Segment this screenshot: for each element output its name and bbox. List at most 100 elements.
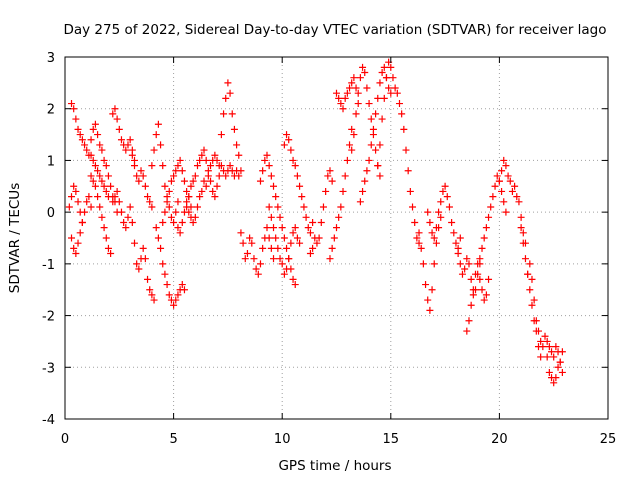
data-point <box>226 162 234 170</box>
data-point <box>94 167 102 175</box>
data-point <box>198 151 206 159</box>
data-point <box>131 162 139 170</box>
data-point <box>241 255 249 263</box>
data-point <box>500 198 508 206</box>
data-point <box>428 229 436 237</box>
data-point <box>387 89 395 97</box>
data-point <box>124 213 132 221</box>
data-point <box>322 187 330 195</box>
data-point <box>70 244 78 252</box>
data-point <box>315 234 323 242</box>
data-point <box>272 193 280 201</box>
data-point <box>141 182 149 190</box>
data-point <box>482 224 490 232</box>
data-point <box>85 193 93 201</box>
data-point <box>545 368 553 376</box>
data-point <box>506 177 514 185</box>
data-point <box>174 224 182 232</box>
data-point <box>317 218 325 226</box>
data-point <box>485 275 493 283</box>
data-point <box>326 255 334 263</box>
data-point <box>270 224 278 232</box>
x-tick-label: 25 <box>600 432 617 447</box>
data-point <box>113 115 121 123</box>
data-point <box>270 182 278 190</box>
data-point <box>378 69 386 77</box>
data-point <box>87 151 95 159</box>
data-point <box>276 213 284 221</box>
data-point <box>426 218 434 226</box>
data-point <box>456 260 464 268</box>
data-point <box>200 146 208 154</box>
data-point <box>187 182 195 190</box>
data-point <box>78 136 86 144</box>
data-point <box>469 286 477 294</box>
data-point <box>550 353 558 361</box>
data-point <box>291 281 299 289</box>
data-point <box>157 141 165 149</box>
data-point <box>89 177 97 185</box>
data-point <box>274 244 282 252</box>
y-tick-label: -3 <box>42 361 55 376</box>
data-point <box>537 353 545 361</box>
data-point <box>265 234 273 242</box>
data-point <box>78 218 86 226</box>
data-point <box>289 275 297 283</box>
data-point <box>224 79 232 87</box>
data-point <box>339 105 347 113</box>
data-point <box>104 244 112 252</box>
x-axis-label: GPS time / hours <box>278 458 391 474</box>
data-point <box>289 156 297 164</box>
axes-layer: 0 5 10 15 20 25 -4 -3 -2 -1 0 1 2 3 <box>42 51 616 447</box>
data-point <box>213 156 221 164</box>
y-tick-label: 2 <box>47 103 55 118</box>
data-point <box>276 255 284 263</box>
data-point <box>159 162 167 170</box>
data-point <box>413 234 421 242</box>
data-point <box>117 136 125 144</box>
data-point <box>163 198 171 206</box>
data-point <box>148 162 156 170</box>
data-point <box>68 234 76 242</box>
data-point <box>519 229 527 237</box>
data-point <box>558 368 566 376</box>
data-point <box>68 193 76 201</box>
data-point <box>491 182 499 190</box>
data-point <box>157 244 165 252</box>
data-point <box>233 141 241 149</box>
data-point <box>300 203 308 211</box>
data-point <box>378 115 386 123</box>
data-point <box>180 177 188 185</box>
data-point <box>278 224 286 232</box>
data-point <box>437 198 445 206</box>
data-point <box>87 203 95 211</box>
data-point <box>94 193 102 201</box>
data-point <box>324 172 332 180</box>
data-point <box>424 208 432 216</box>
data-point <box>376 79 384 87</box>
data-point <box>393 89 401 97</box>
data-point <box>391 84 399 92</box>
data-point <box>200 177 208 185</box>
data-point <box>343 89 351 97</box>
data-point <box>237 167 245 175</box>
data-point <box>133 260 141 268</box>
data-point <box>265 203 273 211</box>
data-point <box>228 110 236 118</box>
data-point <box>417 244 425 252</box>
data-point <box>180 286 188 294</box>
data-point <box>556 358 564 366</box>
data-point <box>530 296 538 304</box>
data-point <box>170 172 178 180</box>
data-point <box>339 187 347 195</box>
data-point <box>170 301 178 309</box>
data-point <box>146 198 154 206</box>
data-point <box>380 63 388 71</box>
data-point <box>139 244 147 252</box>
data-point <box>285 255 293 263</box>
data-point <box>554 363 562 371</box>
data-point <box>467 301 475 309</box>
data-point <box>150 146 158 154</box>
data-point <box>341 172 349 180</box>
data-point <box>356 198 364 206</box>
